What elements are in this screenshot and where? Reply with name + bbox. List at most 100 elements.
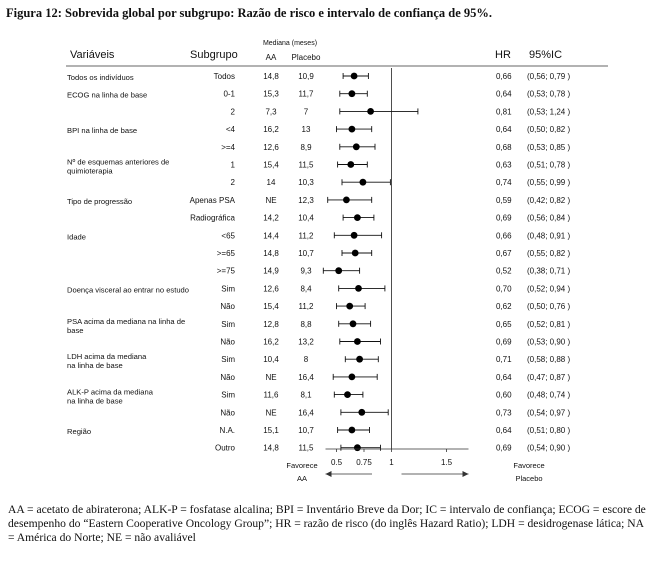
variable-label: Idade xyxy=(67,232,86,241)
favors-right-arrowhead xyxy=(462,471,469,477)
median-placebo: 8,9 xyxy=(300,143,312,152)
header-aa: AA xyxy=(266,53,277,62)
subgroup-label: Não xyxy=(220,338,235,347)
hr-point xyxy=(348,426,356,434)
variable-label: LDH acima da mediana xyxy=(67,352,147,361)
median-aa: 16,2 xyxy=(263,125,279,134)
variable-label: Tipo de progressão xyxy=(67,197,132,206)
hr-point xyxy=(335,267,343,275)
hr-point xyxy=(347,161,355,168)
subgroup-label: 1 xyxy=(231,161,236,170)
ci-value: (0,53; 0,85 ) xyxy=(527,143,570,152)
subgroup-label: >=65 xyxy=(217,249,236,258)
favors-right-group: Placebo xyxy=(515,474,542,483)
median-aa: NE xyxy=(265,408,276,417)
hr-point xyxy=(349,320,357,328)
hr-value: 0,60 xyxy=(496,391,512,400)
subgroup-label: Não xyxy=(220,373,235,382)
variable-label: BPI na linha de base xyxy=(67,126,137,135)
median-placebo: 10,7 xyxy=(298,249,314,258)
hr-point xyxy=(367,108,374,115)
variable-label: Doença visceral ao entrar no estudo xyxy=(67,285,189,294)
hr-value: 0,67 xyxy=(496,249,512,258)
median-placebo: 13,2 xyxy=(298,338,314,347)
subgroup-label: Todos xyxy=(214,72,235,81)
median-aa: 14,9 xyxy=(263,267,279,276)
ci-value: (0,51; 0,78 ) xyxy=(527,161,570,170)
median-aa: 15,3 xyxy=(263,90,279,99)
hr-point xyxy=(348,373,356,381)
median-aa: 12,6 xyxy=(263,284,279,293)
hr-value: 0,69 xyxy=(496,338,512,347)
hr-value: 0,66 xyxy=(496,72,512,81)
footnote: AA = acetato de abiraterona; ALK-P = fos… xyxy=(8,503,646,544)
subgroup-label: Outro xyxy=(215,444,236,453)
variable-label: base xyxy=(67,326,83,335)
hr-value: 0,64 xyxy=(496,373,512,382)
median-placebo: 10,9 xyxy=(298,72,314,81)
header-placebo: Placebo xyxy=(292,53,321,62)
header-median-group: Mediana (meses) xyxy=(263,40,317,47)
variable-label: Nº de esquemas anteriores de xyxy=(67,158,169,167)
ci-value: (0,48; 0,74 ) xyxy=(527,391,570,400)
median-placebo: 8,1 xyxy=(300,391,312,400)
hr-point xyxy=(356,355,363,363)
subgroup-label: Sim xyxy=(221,320,235,329)
median-placebo: 11,2 xyxy=(299,302,315,311)
median-aa: 15,1 xyxy=(263,426,279,435)
median-aa: 14 xyxy=(267,178,276,187)
median-placebo: 10,4 xyxy=(298,214,314,223)
hr-point xyxy=(348,90,356,98)
header-subgroup: Subgrupo xyxy=(190,49,238,61)
hr-value: 0,70 xyxy=(496,284,512,293)
hr-value: 0,66 xyxy=(496,231,512,240)
hr-point xyxy=(346,302,354,310)
variable-label: Todos os indivíduos xyxy=(67,73,134,82)
ci-value: (0,52; 0,94 ) xyxy=(527,284,570,293)
hr-value: 0,63 xyxy=(496,161,512,170)
median-placebo: 9,3 xyxy=(300,267,312,276)
hr-point xyxy=(359,178,367,186)
x-tick-label: 1 xyxy=(389,458,394,467)
hr-point xyxy=(358,408,366,416)
favors-left-arrowhead xyxy=(325,471,332,477)
ci-value: (0,55; 0,99 ) xyxy=(527,178,570,187)
hr-value: 0,69 xyxy=(496,444,512,453)
median-aa: 15,4 xyxy=(263,161,279,170)
hr-value: 0,81 xyxy=(496,107,512,116)
ci-value: (0,51; 0,80 ) xyxy=(527,426,570,435)
median-aa: 14,2 xyxy=(263,214,279,223)
median-aa: 15,4 xyxy=(263,302,279,311)
forest-plot: Variáveis Subgrupo Mediana (meses) AA Placeb… xyxy=(66,40,608,483)
median-aa: 12,6 xyxy=(263,143,279,152)
median-aa: 14,8 xyxy=(263,72,279,81)
median-aa: 7,3 xyxy=(265,107,277,116)
subgroup-label: Não xyxy=(220,408,235,417)
ci-value: (0,55; 0,82 ) xyxy=(527,249,570,258)
ci-value: (0,47; 0,87 ) xyxy=(527,373,570,382)
median-aa: 14,4 xyxy=(263,231,279,240)
variable-label: na linha de base xyxy=(67,361,123,370)
hr-value: 0,64 xyxy=(496,90,512,99)
subgroup-label: N.A. xyxy=(219,426,235,435)
hr-value: 0,71 xyxy=(496,355,512,364)
hr-point xyxy=(350,72,358,80)
ci-value: (0,53; 0,78 ) xyxy=(527,90,570,99)
hr-value: 0,73 xyxy=(496,408,512,417)
ci-value: (0,50; 0,82 ) xyxy=(527,125,570,134)
median-aa: 14,8 xyxy=(263,444,279,453)
median-aa: 14,8 xyxy=(263,249,279,258)
figure-title: Figura 12: Sobrevida global por subgrupo… xyxy=(6,6,492,20)
x-tick-label: 1.5 xyxy=(441,458,453,467)
ci-value: (0,54; 0,97 ) xyxy=(527,408,570,417)
variable-label: ALK-P acima da mediana xyxy=(67,388,154,397)
subgroup-label: >=75 xyxy=(217,267,236,276)
hr-point xyxy=(352,143,360,151)
median-placebo: 13 xyxy=(302,125,311,134)
ci-value: (0,53; 1,24 ) xyxy=(527,107,570,116)
subgroup-label: Sim xyxy=(221,284,235,293)
ci-value: (0,54; 0,90 ) xyxy=(527,444,570,453)
subgroup-label: <4 xyxy=(226,125,236,134)
hr-point xyxy=(354,444,361,452)
subgroup-label: Não xyxy=(220,302,235,311)
